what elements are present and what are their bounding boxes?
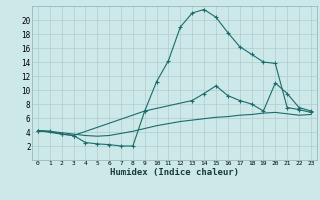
X-axis label: Humidex (Indice chaleur): Humidex (Indice chaleur) [110,168,239,177]
